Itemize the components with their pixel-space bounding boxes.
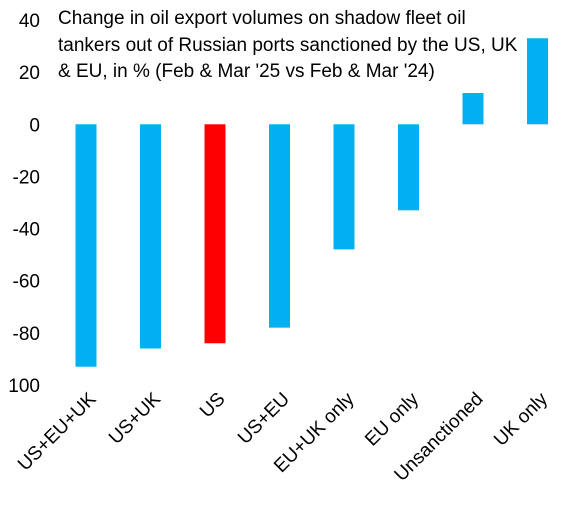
y-tick-label: -40	[13, 220, 40, 241]
x-tick-label: US+EU	[234, 389, 294, 449]
y-tick-label: -60	[13, 272, 40, 293]
bar	[462, 93, 484, 125]
bar	[398, 124, 419, 211]
chart-title: Change in oil export volumes on shadow f…	[58, 8, 518, 82]
bars	[75, 38, 548, 367]
x-tick-label: UK only	[490, 388, 552, 450]
bar	[269, 124, 290, 328]
y-tick-label: 20	[19, 63, 40, 84]
y-tick-label: 40	[19, 11, 40, 32]
y-tick-label: 0	[29, 115, 40, 136]
bar	[140, 124, 161, 349]
y-tick-label: -20	[13, 167, 40, 188]
y-axis: 40 20 0 -20 -40 -60 -80 100	[8, 11, 40, 397]
x-tick-label: US	[196, 389, 230, 423]
bar	[204, 124, 226, 344]
bar	[333, 124, 355, 250]
x-tick-label: US+EU+UK	[14, 388, 101, 475]
x-tick-label: EU only	[361, 388, 423, 450]
bar	[527, 38, 548, 125]
y-tick-label: 100	[8, 376, 40, 397]
y-tick-label: -80	[13, 324, 40, 345]
bar	[75, 124, 97, 367]
x-tick-label: US+UK	[105, 388, 165, 448]
